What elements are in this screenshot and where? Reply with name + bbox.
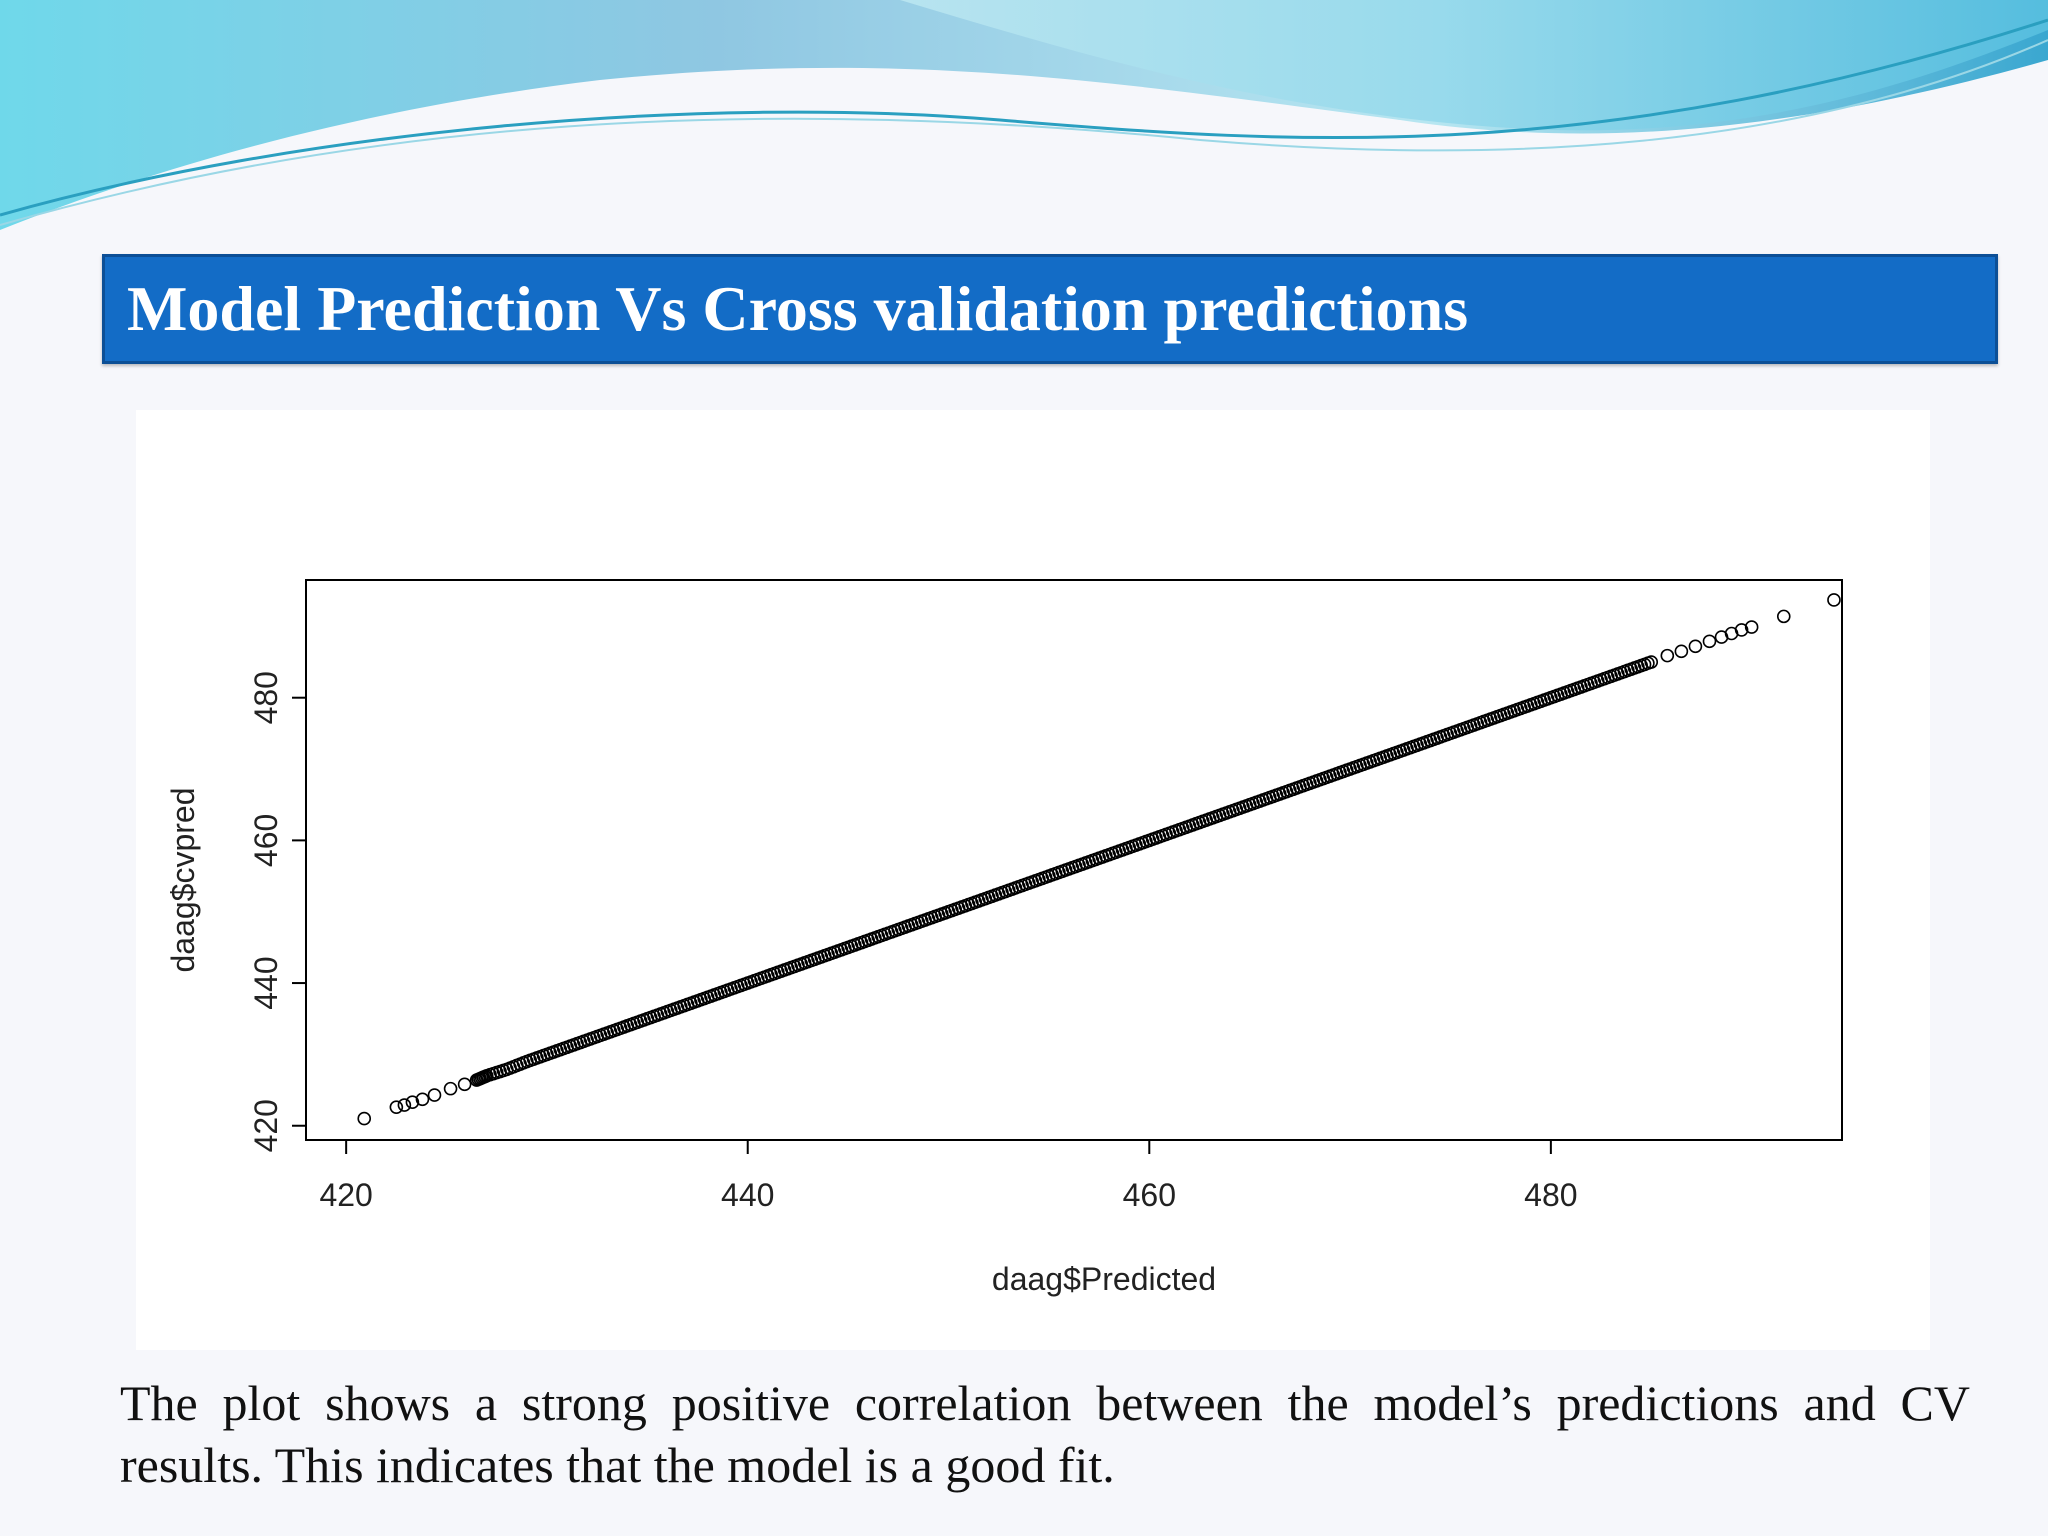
- data-point: [1644, 655, 1659, 669]
- x-tick-label: 480: [1524, 1177, 1577, 1213]
- data-point: [443, 1081, 458, 1096]
- data-point: [405, 1095, 420, 1109]
- y-axis: 420 440 460 480: [248, 671, 307, 1152]
- x-tick-label: 440: [721, 1177, 774, 1213]
- data-point: [1776, 609, 1791, 624]
- title-bar: Model Prediction Vs Cross validation pre…: [102, 254, 1998, 364]
- data-points: [357, 593, 1841, 1126]
- x-axis: 420 440 460 480: [319, 1139, 1578, 1213]
- data-point: [427, 1088, 442, 1102]
- x-tick-label: 460: [1123, 1177, 1176, 1213]
- x-axis-label: daag$Predicted: [992, 1261, 1216, 1297]
- y-tick-label: 440: [248, 956, 284, 1009]
- data-point: [457, 1077, 472, 1092]
- data-point: [1744, 620, 1759, 634]
- y-axis-label: daag$cvpred: [165, 787, 201, 972]
- x-tick-label: 420: [319, 1177, 372, 1213]
- data-point: [1660, 648, 1675, 663]
- data-point: [389, 1100, 404, 1114]
- data-point: [1674, 644, 1689, 659]
- wave-header-decoration: [0, 0, 2048, 230]
- slide-caption: The plot shows a strong positive correla…: [120, 1375, 1970, 1493]
- data-point: [357, 1111, 372, 1126]
- y-tick-label: 460: [248, 814, 284, 867]
- plot-frame: [305, 579, 1843, 1141]
- y-tick-label: 480: [248, 671, 284, 724]
- slide-title: Model Prediction Vs Cross validation pre…: [127, 273, 1469, 344]
- data-point: [397, 1098, 412, 1112]
- data-point: [1827, 593, 1841, 607]
- data-point: [1688, 639, 1703, 654]
- data-point: [1734, 623, 1749, 637]
- data-point: [1702, 634, 1717, 649]
- scatter-chart: 420 440 460 480 420 440 460 480 daag$Predicted…: [165, 579, 1843, 1297]
- plot-panel: 420 440 460 480 420 440 460 480 daag$Predicted…: [136, 410, 1930, 1350]
- y-tick-label: 420: [248, 1099, 284, 1152]
- data-point: [415, 1092, 430, 1107]
